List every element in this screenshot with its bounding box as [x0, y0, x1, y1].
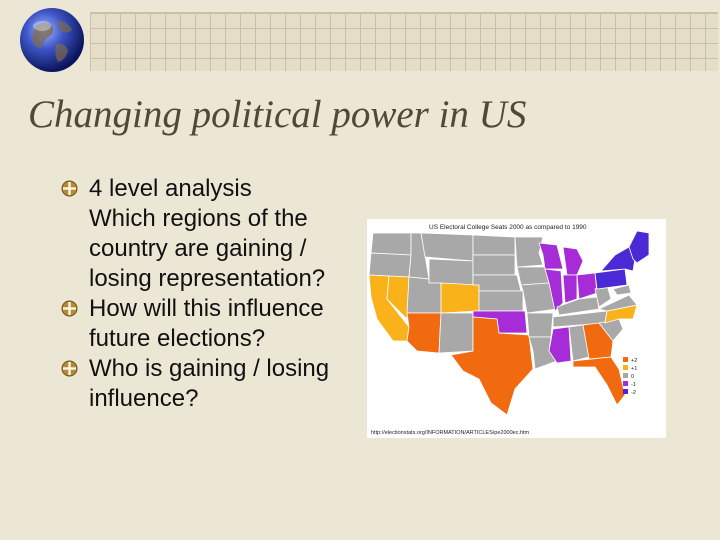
bullet-text: 4 level analysis	[89, 175, 252, 202]
us-map	[368, 230, 650, 416]
legend-label: +2	[631, 358, 637, 364]
region-montana	[420, 232, 474, 262]
region-mississippi	[548, 326, 572, 364]
bullet-text: Which regions of the country are gaining…	[89, 205, 326, 292]
region-oregon	[368, 252, 412, 278]
slide-title: Changing political power in US	[28, 93, 527, 136]
region-north-dakota	[472, 234, 516, 256]
region-new-england	[628, 230, 650, 264]
region-nevada	[386, 275, 410, 320]
region-pennsylvania	[594, 268, 628, 290]
bullet-icon	[61, 300, 78, 317]
bullet-text: How will this influence future elections…	[89, 295, 324, 352]
region-maryland	[612, 284, 632, 296]
region-ohio	[576, 272, 598, 300]
globe-icon	[20, 8, 84, 72]
electoral-map-image: US Electoral College Seats 2000 as compa…	[367, 219, 666, 438]
region-wyoming	[428, 258, 474, 286]
region-arkansas	[526, 312, 554, 338]
bullet-item: Who is gaining / losing influence?	[58, 354, 368, 414]
region-florida	[572, 356, 626, 406]
region-south-dakota	[472, 254, 516, 276]
bullet-icon	[61, 180, 78, 197]
map-source-url: http://electionstats.org/INFORMATION/ART…	[371, 430, 530, 436]
region-minnesota	[514, 236, 544, 268]
header-grid-band	[90, 12, 718, 71]
region-nebraska	[472, 274, 522, 292]
region-iowa	[516, 266, 550, 286]
bullet-text: Who is gaining / losing influence?	[89, 355, 330, 412]
region-virginia	[597, 294, 638, 312]
region-arizona	[406, 312, 442, 354]
bullet-item: 4 level analysis Which regions of the co…	[58, 174, 368, 294]
map-legend: +2 +1 0 -1 -2	[623, 357, 637, 396]
region-missouri	[520, 282, 558, 314]
legend-label: 0	[631, 374, 634, 380]
region-indiana	[562, 274, 578, 304]
region-texas	[450, 316, 534, 416]
region-kansas	[478, 290, 524, 312]
legend-label: +1	[631, 366, 637, 372]
region-washington	[370, 232, 412, 256]
region-new-mexico	[438, 312, 474, 354]
legend-label: -1	[631, 382, 636, 388]
region-michigan	[562, 246, 584, 276]
legend-label: -2	[631, 390, 636, 396]
map-caption: US Electoral College Seats 2000 as compa…	[429, 224, 587, 231]
bullet-list: 4 level analysis Which regions of the co…	[58, 174, 368, 414]
bullet-icon	[61, 360, 78, 377]
bullet-item: How will this influence future elections…	[58, 294, 368, 354]
region-colorado	[440, 282, 480, 314]
region-wisconsin	[538, 242, 564, 270]
